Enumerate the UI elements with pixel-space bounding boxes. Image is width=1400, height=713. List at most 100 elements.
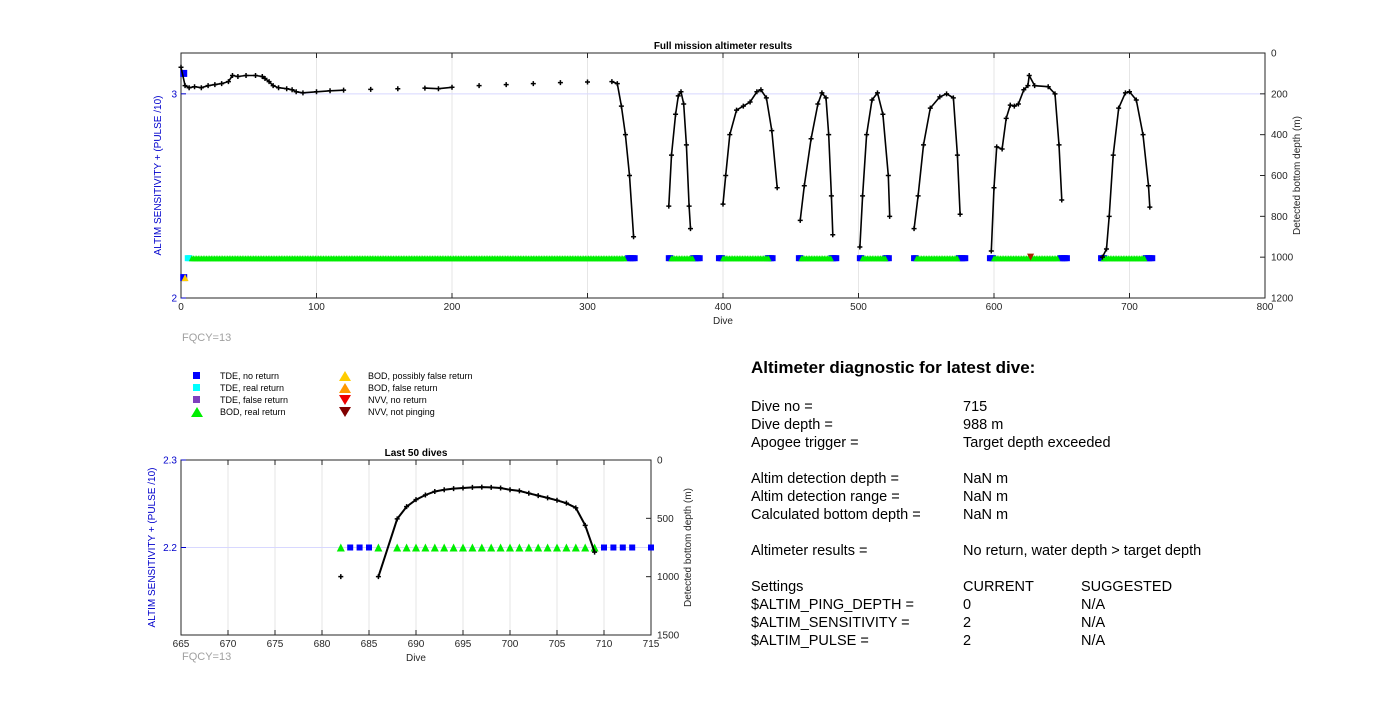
- top-x-tick-label: 600: [986, 302, 1003, 313]
- top-y-right-tick-label: 200: [1271, 89, 1288, 100]
- top-marker-triangle: [765, 255, 772, 262]
- top-depth-point: [270, 83, 276, 89]
- top-depth-point: [1052, 91, 1058, 97]
- top-depth-line: [722, 88, 778, 205]
- top-depth-point: [1133, 97, 1139, 103]
- bottom-depth-point: [413, 497, 419, 503]
- top-marker-square: [769, 255, 776, 262]
- legend-label: BOD, real return: [220, 407, 286, 417]
- bottom-depth-point: [375, 574, 381, 580]
- bottom-marker-bod-real-return: [393, 543, 402, 552]
- bottom-depth-point: [432, 489, 438, 494]
- bottom-marker-bod-real-return: [581, 543, 590, 552]
- top-y-right-tick-label: 800: [1271, 212, 1288, 223]
- top-marker-square: [1149, 255, 1156, 262]
- top-y-right-tick-label: 1200: [1271, 294, 1294, 305]
- legend-tde-no-return: TDE, no return: [190, 370, 279, 382]
- top-depth-point: [754, 89, 760, 95]
- bottom-marker-tde-no-return: [648, 544, 654, 551]
- top-depth-point: [1011, 103, 1017, 109]
- top-depth-point: [293, 89, 299, 95]
- top-marker-square: [962, 255, 969, 262]
- bottom-depth-point: [507, 487, 513, 493]
- legend-label: TDE, no return: [220, 371, 280, 381]
- legend-square-cyan: [193, 384, 200, 391]
- bottom-marker-tde-no-return: [366, 544, 372, 551]
- bottom-marker-tde-no-return: [629, 544, 636, 551]
- top-depth-point: [860, 193, 866, 199]
- top-depth-line: [990, 72, 1063, 252]
- bottom-x-tick-label: 665: [173, 639, 190, 650]
- top-depth-point: [614, 81, 620, 87]
- legend-nvv-no-return: NVV, no return: [338, 394, 427, 406]
- top-depth-point: [823, 95, 829, 101]
- bottom-x-tick-label: 685: [361, 639, 378, 650]
- bottom-y-right-tick-label: 1000: [657, 572, 680, 583]
- bottom-marker-tde-no-return: [347, 544, 354, 551]
- diag-row-results: Altimeter results = No return, water dep…: [751, 542, 1311, 560]
- bottom-marker-bod-real-return: [336, 543, 345, 552]
- top-depth-point: [927, 105, 933, 111]
- top-depth-point: [727, 132, 733, 138]
- top-depth-point: [422, 85, 428, 91]
- bottom-y-left-tick-label: 2.3: [163, 456, 177, 467]
- top-depth-point: [954, 152, 960, 158]
- bottom-depth-point: [451, 486, 457, 492]
- bottom-depth-point: [404, 504, 410, 510]
- top-depth-line: [799, 91, 834, 235]
- top-marker-triangle: [882, 255, 889, 262]
- top-chart: 0 100 200 300 400 500 600 700 800 2 3 0 200 400 600 800…: [153, 41, 1303, 327]
- top-depth-point: [289, 87, 295, 93]
- bottom-y-right-tick-label: 0: [657, 456, 663, 467]
- top-depth-point: [915, 193, 921, 199]
- bottom-depth-point: [498, 485, 504, 491]
- top-depth-point: [1122, 90, 1128, 96]
- legend-bod-possibly-false: BOD, possibly false return: [338, 370, 473, 382]
- legend-nvv-not-pinging: NVV, not pinging: [338, 406, 435, 418]
- top-depth-point: [1116, 105, 1122, 111]
- bottom-marker-bod-real-return: [524, 543, 533, 552]
- top-marker-triangle: [689, 255, 696, 262]
- top-depth-point: [1110, 152, 1116, 158]
- top-depth-point: [774, 185, 780, 191]
- top-depth-line: [180, 67, 344, 94]
- top-depth-point: [797, 217, 803, 223]
- diag-value: NaN m: [963, 507, 1009, 523]
- top-depth-point: [937, 94, 943, 100]
- top-depth-point: [747, 99, 753, 105]
- top-depth-point: [186, 85, 192, 91]
- bottom-depth-point: [479, 484, 485, 490]
- legend-triangle-darkred: [339, 407, 351, 417]
- top-extra-marker: [1027, 253, 1035, 261]
- bottom-depth-point: [545, 495, 551, 501]
- legend-triangle-red: [339, 395, 351, 405]
- top-depth-point: [988, 248, 994, 254]
- legend-label: TDE, false return: [220, 395, 289, 405]
- top-depth-point: [219, 81, 225, 87]
- top-depth-point: [449, 84, 455, 90]
- top-depth-point: [828, 193, 834, 199]
- top-depth-point: [944, 91, 950, 97]
- top-depth-point: [874, 90, 880, 96]
- top-depth-point: [1145, 183, 1151, 189]
- bottom-marker-bod-real-return: [571, 543, 580, 552]
- bottom-marker-tde-no-return: [356, 544, 363, 551]
- top-ylabel-right: Detected bottom depth (m): [1292, 116, 1303, 235]
- legend-bod-false-return: BOD, false return: [338, 382, 438, 394]
- top-y-right-tick-label: 600: [1271, 171, 1288, 182]
- top-depth-point: [476, 83, 482, 89]
- diag-label: Apogee trigger =: [751, 435, 859, 451]
- top-depth-point: [991, 185, 997, 191]
- top-depth-point: [1021, 87, 1027, 93]
- top-marker-triangle: [954, 255, 961, 262]
- top-y-right-tick-label: 400: [1271, 130, 1288, 141]
- bottom-marker-bod-real-return: [506, 543, 514, 552]
- legend-label: BOD, possibly false return: [368, 371, 473, 381]
- bottom-ylabel-left: ALTIM SENSITIVITY + (PULSE /10): [147, 468, 158, 628]
- top-marker-square: [186, 255, 193, 262]
- top-depth-point: [1045, 84, 1051, 90]
- top-depth-line: [859, 90, 891, 248]
- top-depth-point: [300, 90, 306, 96]
- diag-row-detection-range: Altim detection range = NaN m: [751, 488, 1311, 506]
- diag-label: $ALTIM_PULSE =: [751, 633, 869, 649]
